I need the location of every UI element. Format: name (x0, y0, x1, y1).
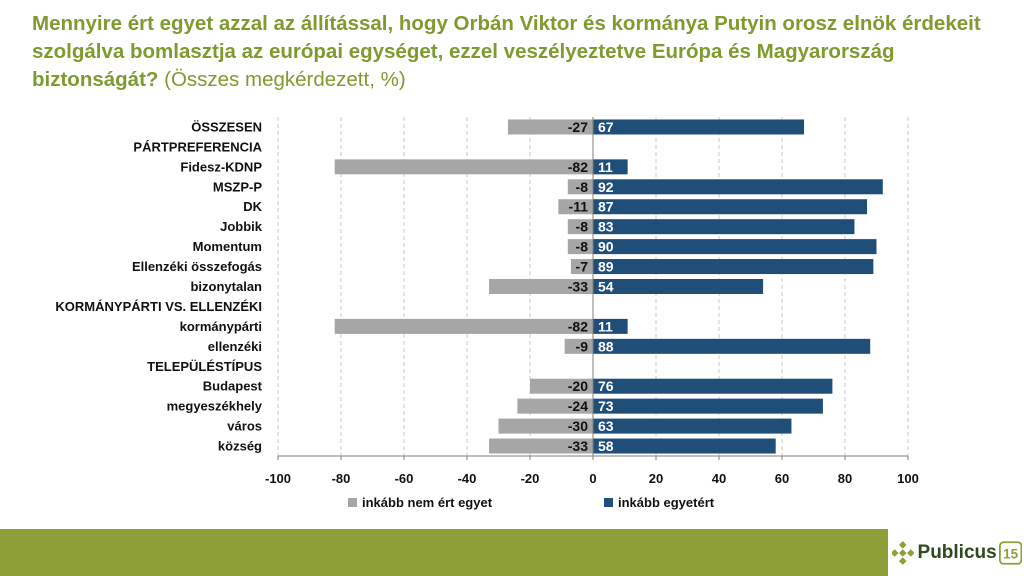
data-label-disagree: -82 (568, 159, 588, 175)
bar-agree (593, 239, 877, 255)
data-label-disagree: -33 (568, 438, 588, 454)
data-label-agree: 63 (598, 418, 614, 434)
legend-label-agree: inkább egyetért (618, 495, 715, 510)
legend-swatch-disagree (348, 498, 357, 507)
data-label-disagree: -27 (568, 119, 588, 135)
data-label-disagree: -82 (568, 318, 588, 334)
category-label: Momentum (193, 239, 262, 254)
bar-disagree (567, 219, 593, 235)
bar-disagree (489, 279, 593, 294)
bar-agree (593, 179, 883, 195)
bar-agree (593, 338, 871, 354)
category-label: MSZP-P (213, 179, 262, 194)
x-tick-label: 100 (897, 471, 919, 486)
category-label: Fidesz-KDNP (180, 159, 262, 174)
x-tick-label: 60 (775, 471, 789, 486)
category-label: ÖSSZESEN (191, 119, 262, 134)
data-label-agree: 58 (598, 438, 614, 454)
data-label-agree: 54 (598, 279, 614, 295)
chart-subtitle: (Összes megkérdezett, %) (164, 68, 406, 91)
x-tick-label: 0 (589, 471, 596, 486)
publicus-logo-text: Publicus (917, 542, 997, 563)
data-label-agree: 83 (598, 219, 614, 235)
data-label-agree: 11 (598, 318, 613, 334)
bar-disagree (567, 239, 593, 255)
x-tick-label: 80 (838, 471, 852, 486)
bar-agree (593, 398, 823, 414)
category-label: PÁRTPREFERENCIA (133, 139, 262, 154)
bar-agree (593, 199, 868, 215)
data-label-disagree: -8 (576, 239, 589, 255)
x-tick-label: 40 (712, 471, 726, 486)
x-tick-label: -80 (332, 471, 351, 486)
data-label-disagree: -30 (568, 418, 588, 434)
bar-agree (593, 418, 792, 434)
category-label: TELEPÜLÉSTÍPUS (147, 359, 262, 374)
data-label-agree: 11 (598, 159, 613, 175)
bar-disagree (564, 338, 593, 354)
bar-disagree (567, 179, 593, 195)
x-tick-label: -100 (265, 471, 291, 486)
category-label: község (218, 439, 262, 454)
x-tick-label: 20 (649, 471, 663, 486)
category-label: Jobbik (220, 219, 263, 234)
data-label-disagree: -33 (568, 279, 588, 295)
bar-disagree (334, 159, 593, 175)
bar-disagree (507, 119, 593, 135)
bar-disagree (530, 378, 593, 394)
bar-agree (593, 438, 776, 454)
data-label-agree: 89 (598, 259, 614, 275)
data-label-disagree: -7 (576, 259, 589, 275)
data-label-agree: 92 (598, 179, 614, 195)
bar-agree (593, 219, 855, 235)
legend-swatch-agree (604, 498, 613, 507)
category-label: Budapest (203, 379, 263, 394)
publicus-badge-text: 15 (1003, 546, 1018, 561)
category-label: DK (243, 199, 262, 214)
data-label-disagree: -11 (569, 199, 589, 215)
category-label: kormánypárti (180, 319, 262, 334)
legend-label-disagree: inkább nem ért egyet (362, 495, 493, 510)
bar-disagree (334, 318, 593, 334)
category-label: KORMÁNYPÁRTI VS. ELLENZÉKI (55, 299, 262, 314)
data-label-agree: 87 (598, 199, 614, 215)
data-label-disagree: -20 (568, 378, 588, 394)
bar-disagree (498, 418, 593, 434)
footer-bar (0, 529, 888, 576)
publicus-logo-icon (892, 541, 914, 565)
category-label: város (227, 419, 262, 434)
bar-agree (593, 259, 874, 275)
bar-agree (593, 119, 805, 135)
publicus-badge: 15 (998, 541, 1022, 565)
category-label: bizonytalan (190, 279, 262, 294)
x-tick-label: -20 (521, 471, 540, 486)
data-label-agree: 90 (598, 239, 614, 255)
data-label-disagree: -8 (576, 219, 589, 235)
data-label-agree: 76 (598, 378, 614, 394)
bar-agree (593, 318, 628, 334)
bar-disagree (570, 259, 593, 275)
category-label: Ellenzéki összefogás (132, 259, 262, 274)
data-label-agree: 67 (598, 119, 614, 135)
data-label-agree: 88 (598, 338, 614, 354)
bar-disagree (558, 199, 593, 215)
data-label-agree: 73 (598, 398, 614, 414)
data-label-disagree: -8 (576, 179, 589, 195)
x-tick-label: -60 (395, 471, 414, 486)
bar-agree (593, 378, 833, 394)
data-label-disagree: -9 (576, 338, 589, 354)
x-tick-label: -40 (458, 471, 477, 486)
bar-agree (593, 159, 628, 175)
category-label: megyeszékhely (167, 399, 263, 414)
category-label: ellenzéki (208, 339, 262, 354)
data-label-disagree: -24 (568, 398, 588, 414)
bar-agree (593, 279, 764, 294)
chart-title-block: Mennyire ért egyet azzal az állítással, … (32, 10, 1002, 94)
chart-title: Mennyire ért egyet azzal az állítással, … (32, 12, 981, 91)
bar-disagree (489, 438, 593, 454)
publicus-logo: Publicus 15 (892, 536, 1022, 570)
bar-disagree (517, 398, 593, 414)
